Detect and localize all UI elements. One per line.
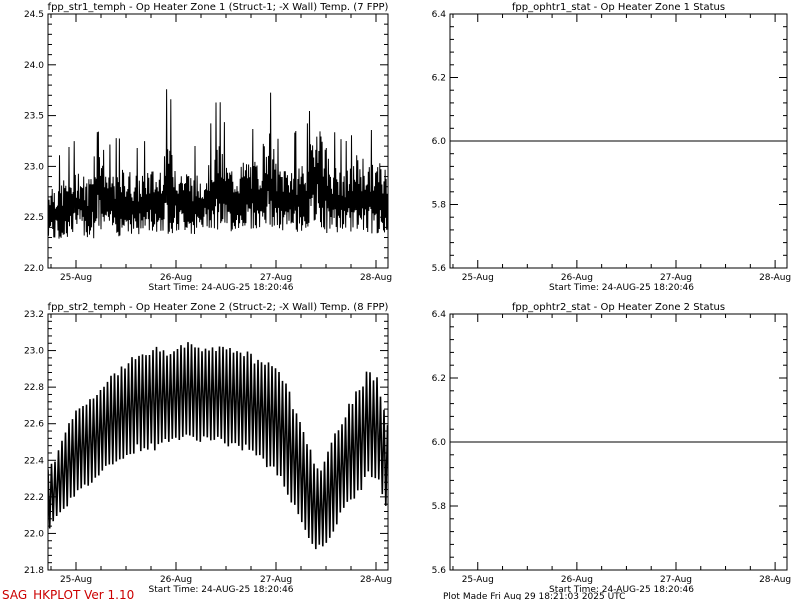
x-tick-label: 28-Aug <box>360 273 392 283</box>
y-tick-label: 24.0 <box>24 61 44 71</box>
chart-panel-2: fpp_ophtr1_stat - Op Heater Zone 1 Statu… <box>432 2 791 293</box>
x-tick-label: 26-Aug <box>160 273 192 283</box>
y-tick-label: 6.0 <box>432 438 447 448</box>
x-tick-label: 27-Aug <box>660 575 692 585</box>
y-tick-label: 22.8 <box>24 383 44 393</box>
y-tick-label: 5.6 <box>432 264 447 274</box>
y-tick-label: 24.5 <box>24 10 44 20</box>
y-tick-label: 22.6 <box>24 420 44 430</box>
y-tick-label: 6.4 <box>432 10 447 20</box>
chart-panel-1: fpp_str1_temph - Op Heater Zone 1 (Struc… <box>24 2 392 293</box>
plot-frame <box>47 13 389 269</box>
x-tick-label: 25-Aug <box>462 273 494 283</box>
x-tick-label: 26-Aug <box>561 273 593 283</box>
x-tick-label: 27-Aug <box>660 273 692 283</box>
start-time-label: Start Time: 24-AUG-25 18:20:46 <box>549 283 694 293</box>
y-tick-label: 23.0 <box>24 347 44 357</box>
y-tick-label: 23.0 <box>24 162 44 172</box>
x-tick-label: 25-Aug <box>60 575 92 585</box>
x-tick-label: 25-Aug <box>462 575 494 585</box>
x-tick-label: 27-Aug <box>260 575 292 585</box>
y-tick-label: 22.4 <box>24 456 44 466</box>
y-tick-label: 22.2 <box>24 493 44 503</box>
chart-title: fpp_ophtr2_stat - Op Heater Zone 2 Statu… <box>512 302 725 313</box>
start-time-label: Start Time: 24-AUG-25 18:20:46 <box>149 585 294 595</box>
y-tick-label: 23.5 <box>24 112 44 122</box>
y-tick-label: 23.2 <box>24 310 44 320</box>
y-tick-label: 22.0 <box>24 529 44 539</box>
x-tick-label: 28-Aug <box>759 575 791 585</box>
y-tick-label: 6.0 <box>432 137 447 147</box>
start-time-label: Start Time: 24-AUG-25 18:20:46 <box>149 283 294 293</box>
app-version-label: SAG_HKPLOT Ver 1.10 <box>2 588 134 600</box>
x-tick-label: 26-Aug <box>561 575 593 585</box>
x-tick-label: 25-Aug <box>60 273 92 283</box>
y-tick-label: 6.4 <box>432 310 447 320</box>
chart-panel-3: fpp_str2_temph - Op Heater Zone 2 (Struc… <box>24 302 392 595</box>
series-line <box>48 342 388 550</box>
plot-frame <box>47 313 389 571</box>
y-tick-label: 5.8 <box>432 201 447 211</box>
chart-title: fpp_ophtr1_stat - Op Heater Zone 1 Statu… <box>512 2 725 13</box>
start-time-label: Start Time: 24-AUG-25 18:20:46 <box>549 585 694 595</box>
chart-panel-4: fpp_ophtr2_stat - Op Heater Zone 2 Statu… <box>432 302 791 595</box>
chart-title: fpp_str1_temph - Op Heater Zone 1 (Struc… <box>48 2 389 13</box>
x-tick-label: 28-Aug <box>360 575 392 585</box>
y-tick-label: 6.2 <box>432 74 446 84</box>
y-tick-label: 22.5 <box>24 213 44 223</box>
chart-title: fpp_str2_temph - Op Heater Zone 2 (Struc… <box>48 302 389 313</box>
series-line <box>48 89 388 239</box>
x-tick-label: 27-Aug <box>260 273 292 283</box>
y-tick-label: 22.0 <box>24 264 44 274</box>
y-tick-label: 5.6 <box>432 566 447 576</box>
plot-made-timestamp: Plot Made Fri Aug 29 18:21:03 2025 UTC <box>443 592 625 600</box>
y-tick-label: 5.8 <box>432 502 447 512</box>
x-tick-label: 28-Aug <box>759 273 791 283</box>
x-tick-label: 26-Aug <box>160 575 192 585</box>
y-tick-label: 21.8 <box>24 566 44 576</box>
y-tick-label: 6.2 <box>432 374 446 384</box>
